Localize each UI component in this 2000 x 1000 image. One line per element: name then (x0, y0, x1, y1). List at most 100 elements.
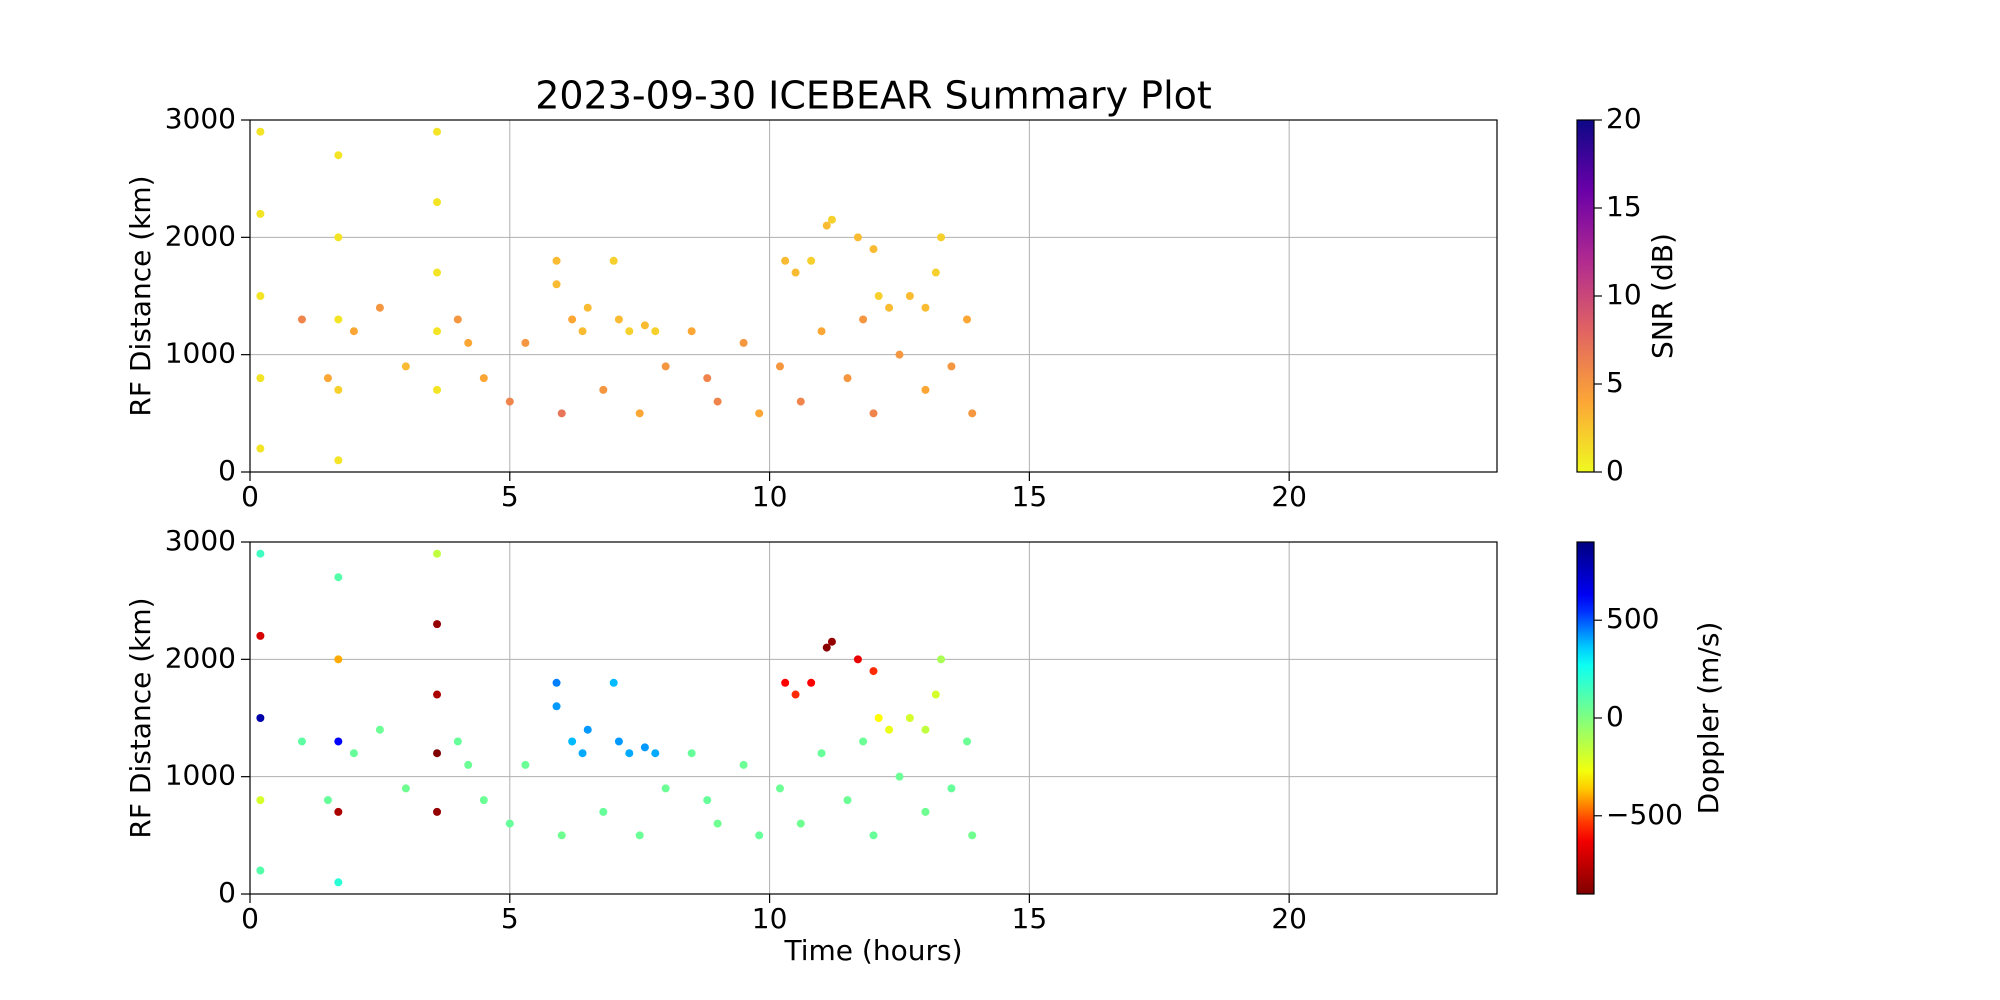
scatter-point (921, 807, 930, 816)
x-tick-label: 5 (501, 902, 519, 935)
scatter-point (256, 444, 265, 453)
scatter-point (614, 737, 623, 746)
scatter-point (521, 338, 530, 347)
scatter-point (552, 280, 561, 289)
scatter-point (557, 831, 566, 840)
scatter-point (640, 321, 649, 330)
x-tick-label: 15 (1012, 480, 1048, 513)
scatter-point (599, 807, 608, 816)
scatter-point (968, 831, 977, 840)
scatter-point (323, 796, 332, 805)
scatter-point (521, 760, 530, 769)
scatter-point (796, 397, 805, 406)
y-tick-label: 1000 (165, 337, 236, 370)
scatter-point (817, 749, 826, 758)
scatter-point (614, 315, 623, 324)
scatter-point (334, 315, 343, 324)
scatter-point (375, 303, 384, 312)
scatter-point (625, 327, 634, 336)
y-tick-label: 0 (218, 454, 236, 487)
scatter-point (921, 303, 930, 312)
scatter-point (937, 233, 946, 242)
scatter-point (334, 233, 343, 242)
colorbar-tick-label: 10 (1606, 278, 1642, 311)
scatter-point (635, 409, 644, 418)
scatter-point (552, 256, 561, 265)
scatter-point (843, 374, 852, 383)
scatter-point (885, 303, 894, 312)
scatter-point (947, 784, 956, 793)
scatter-point (755, 409, 764, 418)
scatter-point (859, 315, 868, 324)
colorbar-tick-label: −500 (1606, 798, 1683, 831)
x-tick-label: 10 (752, 902, 788, 935)
scatter-point (433, 327, 442, 336)
scatter-point (807, 678, 816, 687)
x-tick-label: 0 (241, 902, 259, 935)
scatter-point (661, 362, 670, 371)
plot-area (250, 120, 1497, 472)
scatter-point (713, 397, 722, 406)
scatter-point (578, 749, 587, 758)
scatter-point (334, 655, 343, 664)
colorbar (1576, 119, 1595, 473)
scatter-point (433, 620, 442, 629)
scatter-point (895, 350, 904, 359)
scatter-point (661, 784, 670, 793)
scatter-point (464, 760, 473, 769)
scatter-point (349, 327, 358, 336)
scatter-point (687, 327, 696, 336)
scatter-point (775, 784, 784, 793)
scatter-point (905, 292, 914, 300)
scatter-point (401, 784, 410, 793)
scatter-point (334, 737, 343, 746)
scatter-point (323, 374, 332, 383)
scatter-point (401, 362, 410, 371)
scatter-point (334, 151, 343, 160)
scatter-point (334, 456, 343, 465)
y-tick-label: 0 (218, 876, 236, 909)
scatter-point (817, 327, 826, 336)
scatter-point (297, 737, 306, 746)
scatter-point (963, 315, 972, 324)
scatter-point (479, 796, 488, 805)
scatter-point (921, 725, 930, 734)
scatter-point (905, 714, 914, 722)
colorbar-tick-label: 0 (1606, 454, 1624, 487)
colorbar-tick-label: 20 (1606, 102, 1642, 135)
scatter-point (578, 327, 587, 336)
scatter-point (931, 268, 940, 277)
scatter-point (568, 315, 577, 324)
scatter-point (375, 725, 384, 734)
scatter-point (859, 737, 868, 746)
scatter-point (433, 268, 442, 277)
scatter-point (822, 221, 831, 230)
scatter-point (703, 796, 712, 805)
colorbar-tick-label: 0 (1606, 700, 1624, 733)
y-tick-label: 3000 (165, 524, 236, 557)
scatter-point (775, 362, 784, 371)
scatter-point (453, 315, 462, 324)
scatter-point (599, 385, 608, 394)
scatter-point (349, 749, 358, 758)
scatter-point (963, 737, 972, 746)
y-tick-label: 2000 (165, 219, 236, 252)
axes-frame (249, 119, 1498, 473)
scatter-point (687, 749, 696, 758)
scatter-point (921, 385, 930, 394)
scatter-point (827, 637, 836, 646)
x-axis-label: Time (hours) (784, 934, 963, 967)
scatter-point (651, 749, 660, 758)
scatter-point (895, 772, 904, 781)
scatter-point (807, 256, 816, 265)
y-axis-label: RF Distance (km) (124, 175, 157, 416)
scatter-point (433, 807, 442, 816)
scatter-point (433, 690, 442, 699)
scatter-point (739, 760, 748, 769)
scatter-point (256, 292, 265, 300)
scatter-point (609, 256, 618, 265)
colorbar-tick-label: 5 (1606, 366, 1624, 399)
scatter-point (583, 303, 592, 312)
scatter-point (334, 385, 343, 394)
colorbar-tick-label: 500 (1606, 602, 1659, 635)
